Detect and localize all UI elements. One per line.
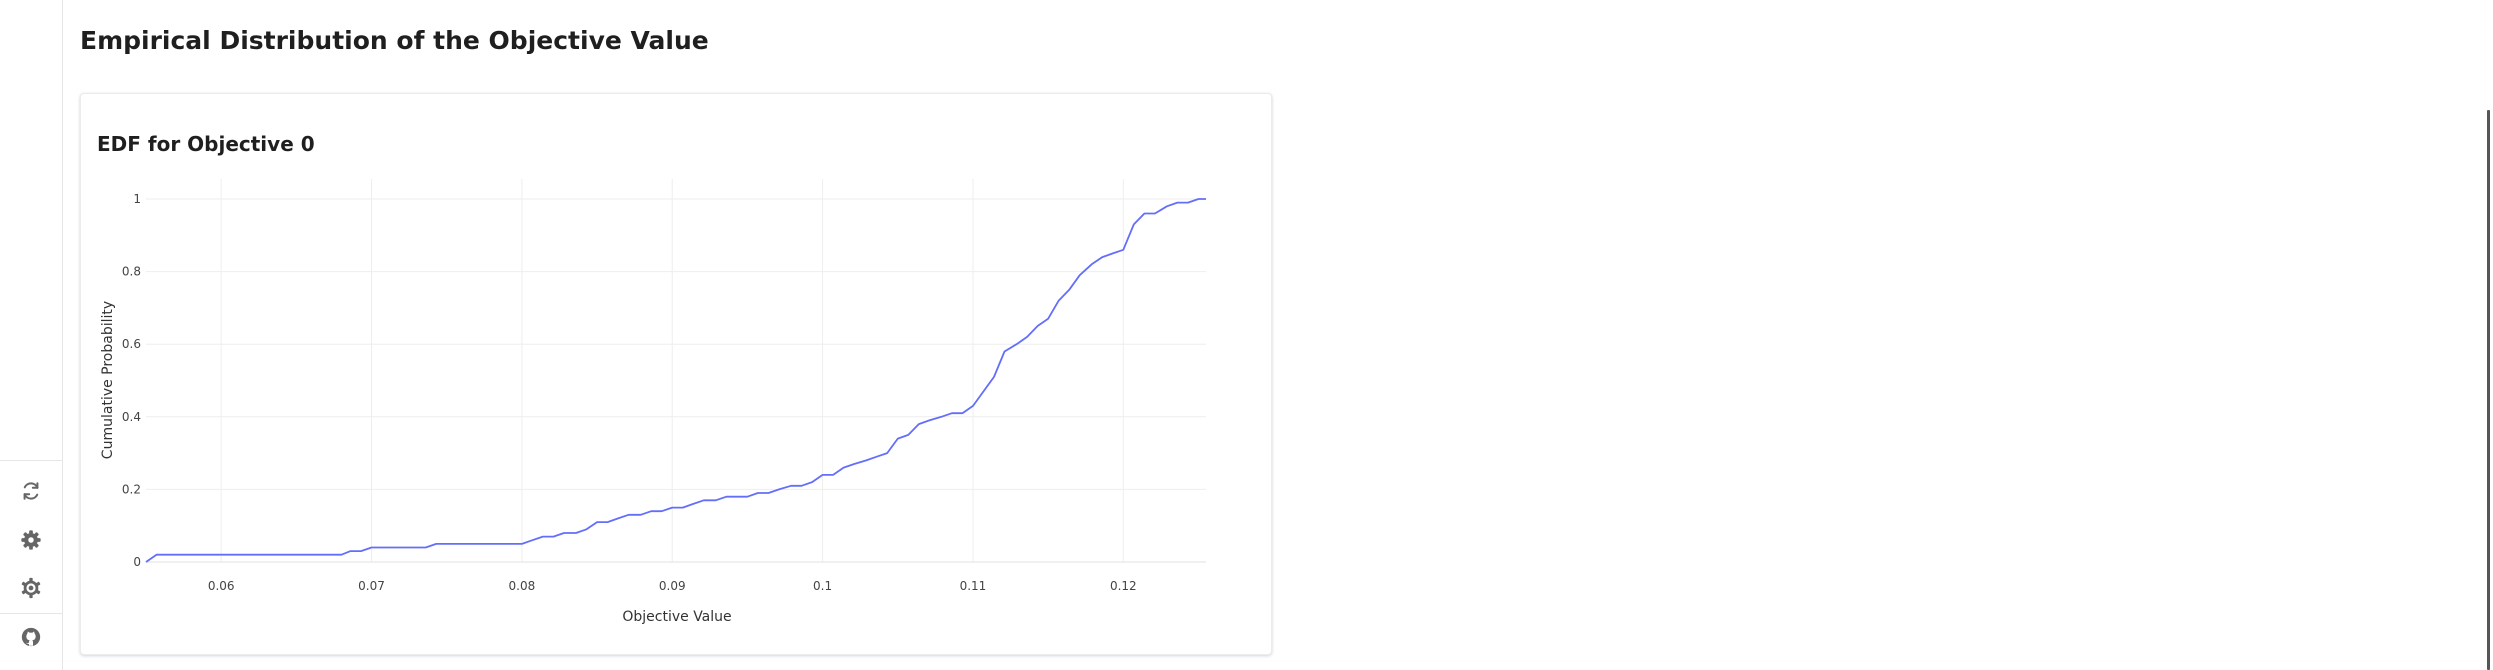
x-tick-label: 0.09 — [659, 579, 686, 593]
x-tick-label: 0.12 — [1110, 579, 1137, 593]
y-tick-label: 0.6 — [122, 337, 141, 351]
refresh-icon — [23, 482, 39, 500]
x-tick-label: 0.06 — [208, 579, 235, 593]
y-tick-label: 1 — [133, 192, 141, 206]
page-title: Empirical Distribution of the Objective … — [80, 26, 709, 55]
y-tick-label: 0.4 — [122, 410, 141, 424]
y-tick-label: 0 — [133, 555, 141, 569]
chart-title: EDF for Objective 0 — [97, 132, 315, 156]
settings-button[interactable] — [14, 523, 48, 557]
github-icon — [21, 627, 41, 647]
page-scrollbar[interactable] — [2487, 110, 2490, 670]
x-axis-title: Objective Value — [622, 609, 731, 625]
gear-icon — [21, 530, 41, 550]
chart-card: EDF for Objective 0 0.06 0.07 0.08 0.09 0.1 0… — [80, 93, 1272, 655]
refresh-button[interactable] — [14, 474, 48, 508]
edf-chart[interactable]: 0.06 0.07 0.08 0.09 0.1 0.11 0.12 0 0.2 0.4 0.6 0.… — [81, 94, 1271, 654]
github-button[interactable] — [14, 620, 48, 654]
preferences-button[interactable] — [14, 571, 48, 605]
x-tick-label: 0.07 — [358, 579, 385, 593]
sidebar — [0, 0, 63, 670]
x-tick-label: 0.11 — [960, 579, 987, 593]
y-axis-title: Cumulative Probability — [100, 301, 116, 459]
x-tick-label: 0.08 — [509, 579, 536, 593]
y-tick-label: 0.2 — [122, 482, 141, 496]
x-tick-label: 0.1 — [813, 579, 832, 593]
sidebar-divider — [0, 613, 62, 614]
edf-series-line[interactable] — [145, 198, 1206, 563]
y-tick-label: 0.8 — [122, 265, 141, 279]
settings-cog-icon — [21, 577, 41, 599]
sidebar-divider — [0, 460, 62, 461]
